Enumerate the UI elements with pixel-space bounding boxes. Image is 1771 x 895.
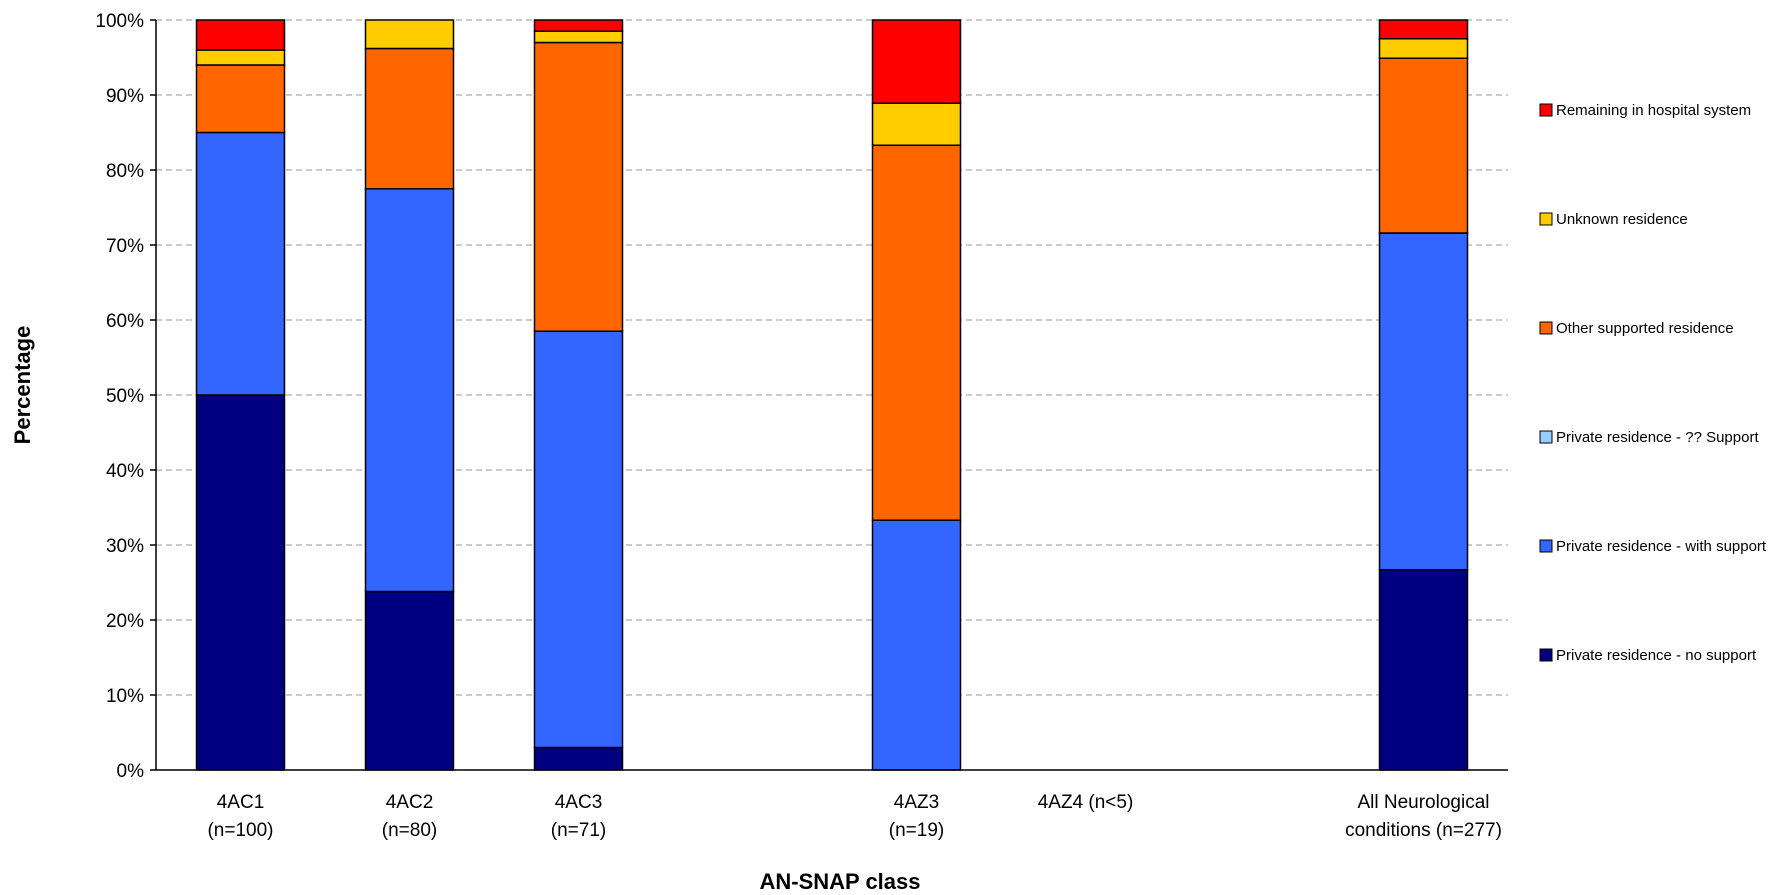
x-tick-label: conditions (n=277)	[1345, 820, 1502, 841]
y-tick-label: 90%	[106, 86, 144, 107]
x-tick-label: (n=19)	[889, 820, 944, 841]
legend-swatch	[1539, 103, 1553, 117]
bar-segment	[1378, 232, 1469, 571]
y-tick-label: 80%	[106, 161, 144, 182]
legend-swatch	[1539, 212, 1553, 226]
bar-segment	[533, 41, 624, 332]
gridlines	[156, 19, 1508, 696]
bar-segment	[1378, 19, 1469, 40]
x-tick-label: 4AZ4 (n<5)	[1038, 792, 1134, 813]
x-tick-label: 4AC2	[386, 792, 434, 813]
bar-segment	[195, 49, 286, 66]
bar-segment	[533, 746, 624, 771]
legend-swatch	[1539, 430, 1553, 444]
bar-segment	[1378, 38, 1469, 59]
axes	[155, 20, 1508, 771]
y-tick-label: 50%	[106, 386, 144, 407]
legend-swatch	[1539, 321, 1553, 335]
y-axis-ticks: 0% 10% 20% 30% 40% 50% 60% 70% 80% 90% 100%	[95, 11, 156, 782]
bar-segment	[364, 590, 455, 771]
bar-segment	[871, 519, 962, 771]
legend-swatch	[1539, 539, 1553, 553]
bar-segment	[195, 131, 286, 396]
legend-swatch	[1539, 648, 1553, 662]
y-tick-label: 10%	[106, 686, 144, 707]
bar-segment	[871, 102, 962, 146]
bar-segment	[533, 330, 624, 749]
y-tick-label: 60%	[106, 311, 144, 332]
bar-segment	[533, 19, 624, 32]
bar-segment	[871, 19, 962, 104]
bar-segment	[195, 64, 286, 134]
y-tick-label: 20%	[106, 611, 144, 632]
bar-segment	[364, 19, 455, 50]
legend-label: Private residence - ?? Support	[1556, 429, 1759, 446]
bar-segment	[1378, 57, 1469, 234]
x-tick-label: 4AC1	[217, 792, 265, 813]
bar-segment	[871, 144, 962, 521]
x-tick-label: 4AZ3	[894, 792, 939, 813]
x-tick-label: (n=100)	[207, 820, 273, 841]
y-tick-label: 70%	[106, 236, 144, 257]
y-tick-label: 40%	[106, 461, 144, 482]
y-axis-title: Percentage	[10, 326, 35, 445]
y-tick-label: 30%	[106, 536, 144, 557]
y-tick-label: 0%	[117, 761, 145, 782]
bar-segment	[533, 30, 624, 44]
bar-segment	[195, 19, 286, 51]
legend-label: Other supported residence	[1556, 320, 1734, 337]
x-axis-ticks: 4AC1 (n=100) 4AC2 (n=80) 4AC3 (n=71) 4AZ3 (n=19…	[207, 792, 1501, 841]
bar-segment	[195, 394, 286, 771]
legend: Remaining in hospital system Unknown resi…	[1539, 102, 1767, 664]
x-axis-title: AN-SNAP class	[760, 869, 921, 894]
y-tick-label: 100%	[95, 11, 144, 32]
x-tick-label: (n=71)	[551, 820, 606, 841]
x-tick-label: All Neurological	[1357, 792, 1489, 813]
bars	[195, 19, 1469, 771]
bar-segment	[364, 47, 455, 190]
legend-label: Private residence - with support	[1556, 538, 1767, 555]
x-tick-label: 4AC3	[555, 792, 603, 813]
legend-label: Remaining in hospital system	[1556, 102, 1751, 119]
legend-label: Private residence - no support	[1556, 647, 1757, 664]
legend-label: Unknown residence	[1556, 211, 1688, 228]
bar-segment	[1378, 569, 1469, 771]
x-tick-label: (n=80)	[382, 820, 437, 841]
bar-segment	[364, 188, 455, 593]
